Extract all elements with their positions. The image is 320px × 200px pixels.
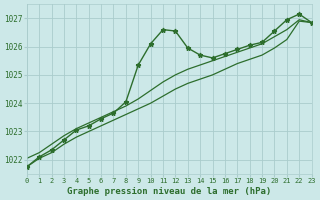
X-axis label: Graphe pression niveau de la mer (hPa): Graphe pression niveau de la mer (hPa): [67, 187, 271, 196]
